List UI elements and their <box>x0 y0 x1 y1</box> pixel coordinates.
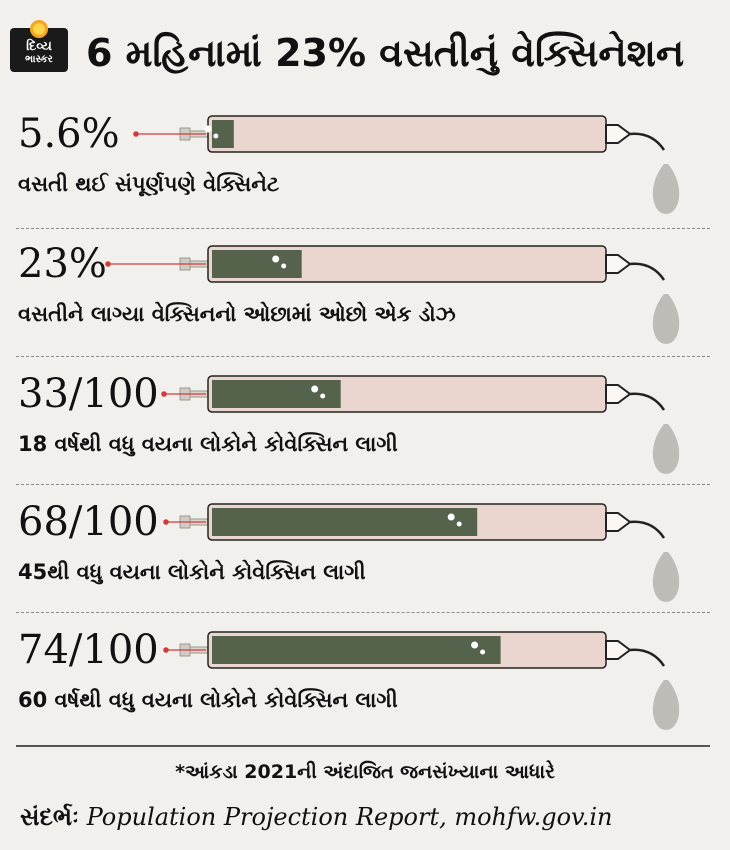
drop-icon <box>652 294 680 344</box>
bubble-icon <box>272 255 280 263</box>
row-divider <box>16 484 710 485</box>
value-bar <box>212 636 501 664</box>
value-bar <box>212 508 478 536</box>
category-label: 45થી વધુ વયના લોકોને કોવેક્સિન લાગી <box>18 560 366 584</box>
pointer-dot <box>163 519 169 525</box>
value-bar <box>212 380 341 408</box>
category-label: વસતી થઈ સંપૂર્ણપણે વેક્સિનેટ <box>18 172 280 196</box>
drop-icon <box>652 424 680 474</box>
sun-icon <box>30 20 48 38</box>
pointer-dot <box>105 261 111 267</box>
bubble-icon <box>480 649 486 655</box>
category-label: 18 વર્ષથી વધુ વયના લોકોને કોવેક્સિન લાગી <box>18 432 398 456</box>
syringe-needle <box>629 392 666 411</box>
syringe-barrel <box>207 115 607 153</box>
syringe-needle <box>629 132 666 151</box>
chart-row: 33/100 18 વર્ષથી વધુ વયના લોકોને કોવેક્સિ… <box>0 364 730 492</box>
pointer-dot <box>163 647 169 653</box>
syringe-nozzle <box>605 384 632 404</box>
row-divider <box>16 356 710 357</box>
drop-icon <box>652 164 680 214</box>
bubble-icon <box>456 521 462 527</box>
syringe-nozzle <box>605 512 632 532</box>
drop-icon <box>652 552 680 602</box>
syringe-icon <box>133 115 680 214</box>
syringe-needle <box>629 262 666 281</box>
value-bar <box>212 120 234 148</box>
divya-bhaskar-logo: દિવ્ય ભાસ્કર <box>10 20 68 72</box>
syringe-nozzle <box>605 124 632 144</box>
bubble-icon <box>204 125 212 133</box>
syringe-chart: 5.6% વસતી થઈ સંપૂર્ણપણે વેક્સિનેટ 23% વસતીન… <box>0 108 730 738</box>
logo-text-bottom: ભાસ્કર <box>25 53 53 65</box>
chart-row: 23% વસતીને લાગ્યા વેક્સિનનો ઓછામાં ઓછો એક… <box>0 236 730 364</box>
pointer-dot <box>133 131 139 137</box>
bubble-icon <box>471 641 479 649</box>
source-label: સંદર્ભઃ <box>20 803 79 831</box>
syringe-nozzle <box>605 254 632 274</box>
row-divider <box>16 612 710 613</box>
header: દિવ્ય ભાસ્કર 6 મહિનામાં 23% વસતીનું વેક્… <box>0 0 730 100</box>
bubble-icon <box>281 263 287 269</box>
bubble-icon <box>311 385 319 393</box>
syringe-needle <box>629 520 666 539</box>
stat-value-label: 74/100 <box>18 627 159 673</box>
syringe-icon <box>163 631 680 730</box>
syringe-icon <box>105 245 680 344</box>
category-label: વસતીને લાગ્યા વેક્સિનનો ઓછામાં ઓછો એક ડો… <box>18 302 456 326</box>
footer-divider <box>16 745 710 747</box>
chart-row: 5.6% વસતી થઈ સંપૂર્ણપણે વેક્સિનેટ <box>0 108 730 236</box>
drop-icon <box>652 680 680 730</box>
source-line: સંદર્ભઃ Population Projection Report, mo… <box>20 800 720 834</box>
syringe-icon <box>161 375 680 474</box>
stat-value-label: 23% <box>18 241 107 287</box>
value-bar <box>212 250 302 278</box>
stat-value-label: 68/100 <box>18 499 159 545</box>
source-text: Population Projection Report, mohfw.gov.… <box>86 803 613 831</box>
bubble-icon <box>447 513 455 521</box>
syringe-nozzle <box>605 640 632 660</box>
stat-value-label: 33/100 <box>18 371 159 417</box>
bubble-icon <box>213 133 219 139</box>
category-label: 60 વર્ષથી વધુ વયના લોકોને કોવેક્સિન લાગી <box>18 688 398 712</box>
footnote: *આંકડા 2021ની અંદાજિત જનસંખ્યાના આધારે <box>175 761 555 783</box>
chart-row: 74/100 60 વર્ષથી વધુ વયના લોકોને કોવેક્સિ… <box>0 620 730 748</box>
chart-row: 68/100 45થી વધુ વયના લોકોને કોવેક્સિન લાગ… <box>0 492 730 620</box>
row-divider <box>16 228 710 229</box>
page-title: 6 મહિનામાં 23% વસતીનું વેક્સિનેશન <box>86 31 685 75</box>
stat-value-label: 5.6% <box>18 111 120 157</box>
syringe-needle <box>629 648 666 667</box>
logo-text-top: દિવ્ય <box>26 38 52 54</box>
syringe-icon <box>163 503 680 602</box>
bubble-icon <box>320 393 326 399</box>
pointer-dot <box>161 391 167 397</box>
